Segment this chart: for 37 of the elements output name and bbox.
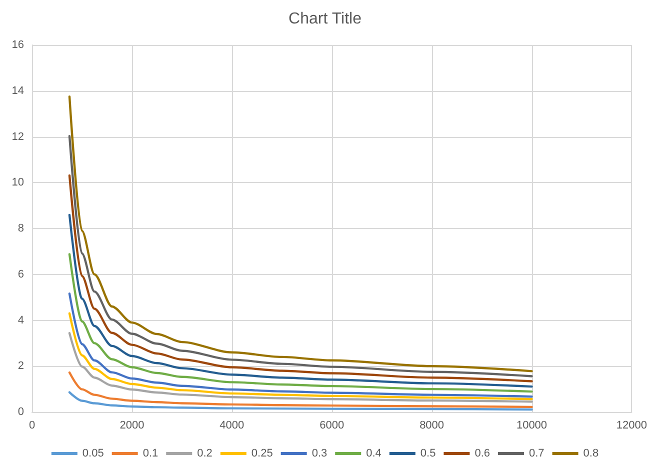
legend-label: 0.05 <box>82 448 104 460</box>
y-tick-label: 12 <box>12 130 24 143</box>
x-tick-label: 12000 <box>616 420 648 432</box>
line-series <box>68 214 533 388</box>
line-series <box>68 391 533 411</box>
y-tick-label: 0 <box>18 406 24 418</box>
y-tick-label: 16 <box>12 39 24 51</box>
y-tick-label: 8 <box>18 222 24 234</box>
legend-label: 0.6 <box>474 448 490 460</box>
legend-label: 0.4 <box>366 448 382 460</box>
line-series <box>68 312 533 400</box>
line-series <box>68 371 533 408</box>
legend-label: 0.1 <box>142 448 158 460</box>
line-series <box>68 174 533 382</box>
y-tick-label: 4 <box>18 314 24 326</box>
legend-label: 0.8 <box>583 448 599 460</box>
y-tick-label: 10 <box>12 176 24 189</box>
y-tick-label: 2 <box>18 360 24 372</box>
y-tick-label: 14 <box>12 84 24 97</box>
legend-label: 0.3 <box>312 448 328 460</box>
legend-label: 0.5 <box>420 448 436 460</box>
legend-label: 0.7 <box>528 448 544 460</box>
line-series <box>68 253 533 393</box>
line-series <box>68 134 533 378</box>
legend-label: 0.2 <box>197 448 212 460</box>
x-tick-label: 10000 <box>516 420 548 432</box>
line-series <box>68 332 533 403</box>
x-tick-label: 8000 <box>420 420 444 432</box>
x-tick-label: 4000 <box>220 420 244 432</box>
legend-label: 0.25 <box>251 448 273 460</box>
chart-title: Chart Title <box>288 10 362 28</box>
x-tick-label: 0 <box>28 420 36 432</box>
line-series <box>68 96 533 372</box>
y-tick-label: 6 <box>18 268 24 280</box>
line-series <box>68 292 533 398</box>
x-tick-label: 6000 <box>320 420 344 432</box>
x-tick-label: 2000 <box>120 420 144 432</box>
